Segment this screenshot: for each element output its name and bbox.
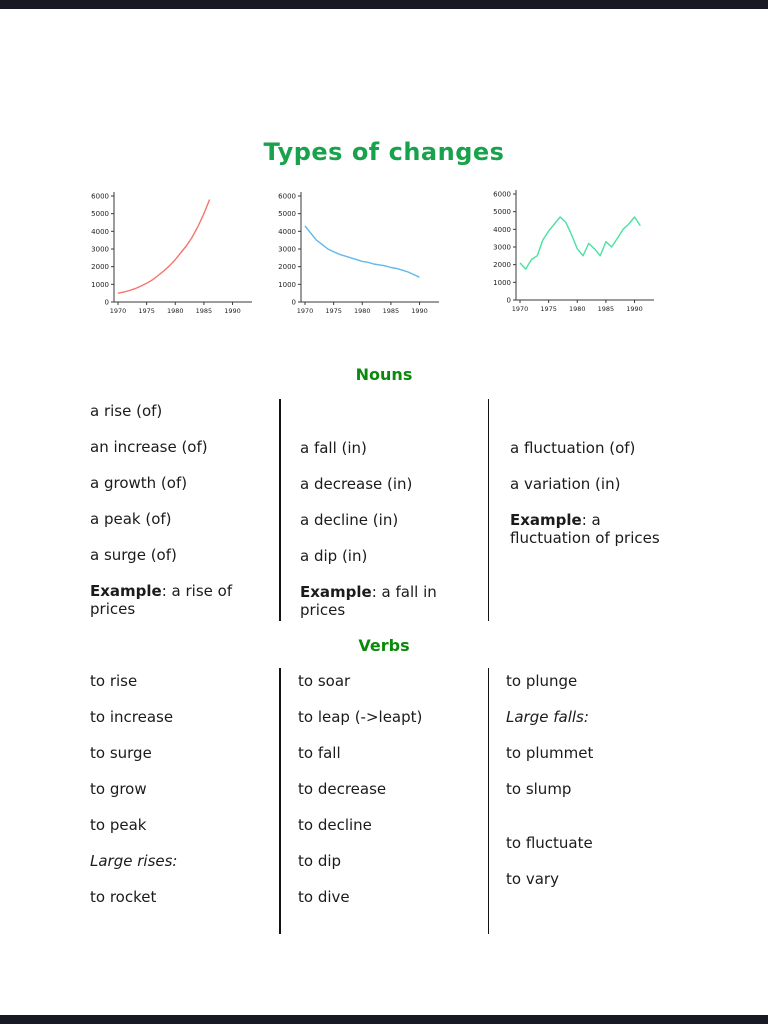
vocab-item: to plunge xyxy=(506,672,578,690)
vocab-item: to peak xyxy=(90,816,147,834)
vocab-item: to dive xyxy=(298,888,350,906)
vocab-subheading: Large falls: xyxy=(506,708,589,726)
vocab-item: a rise (of) xyxy=(90,402,163,420)
fall-line-chart: 0 1000 2000 3000 4000 5000 6000 1970 1975 1980 198… xyxy=(278,192,439,315)
svg-text:6000: 6000 xyxy=(278,193,296,201)
svg-text:0: 0 xyxy=(105,299,109,307)
example-rest: : a rise of prices xyxy=(90,582,233,618)
svg-text:0: 0 xyxy=(292,299,296,307)
svg-text:6000: 6000 xyxy=(91,193,109,201)
vocab-item: to dip xyxy=(298,852,342,870)
svg-text:3000: 3000 xyxy=(278,246,296,254)
verbs-divider-right xyxy=(488,668,489,934)
svg-text:1985: 1985 xyxy=(196,307,213,315)
vocab-item: to fall xyxy=(298,744,341,762)
nouns-divider-left xyxy=(279,399,281,621)
fluctuation-line-chart: 0 1000 2000 3000 4000 5000 6000 1970 1975 1980 198… xyxy=(493,190,654,313)
svg-text:1975: 1975 xyxy=(138,307,155,315)
vocab-item: to leap (->leapt) xyxy=(298,708,423,726)
vocab-item: a fluctuation (of) xyxy=(510,439,636,457)
svg-text:3000: 3000 xyxy=(91,246,109,254)
rise-line-chart: 0 1000 2000 3000 4000 5000 6000 1970 1975 1980 198… xyxy=(91,192,252,315)
vocab-item: a variation (in) xyxy=(510,475,621,493)
vocab-item: a surge (of) xyxy=(90,546,177,564)
vocab-item: to plummet xyxy=(506,744,594,762)
nouns-column-fall: a fall (in) a decrease (in) a decline (i… xyxy=(300,402,454,637)
vocab-item: to slump xyxy=(506,780,572,798)
verbs-divider-left xyxy=(279,668,281,934)
svg-text:4000: 4000 xyxy=(91,228,109,236)
svg-text:1000: 1000 xyxy=(278,281,296,289)
svg-text:1990: 1990 xyxy=(626,305,643,313)
vocab-item: a dip (in) xyxy=(300,547,368,565)
svg-text:1985: 1985 xyxy=(598,305,615,313)
svg-text:5000: 5000 xyxy=(493,208,511,216)
vocab-item: to fluctuate xyxy=(506,834,593,852)
example-label: Example xyxy=(300,583,372,601)
vocab-item: a decline (in) xyxy=(300,511,399,529)
svg-text:2000: 2000 xyxy=(278,263,296,271)
svg-text:1970: 1970 xyxy=(110,307,127,315)
vocab-item: to vary xyxy=(506,870,559,888)
svg-text:5000: 5000 xyxy=(91,210,109,218)
bottom-border-bar xyxy=(0,1015,768,1024)
svg-text:1980: 1980 xyxy=(354,307,371,315)
svg-text:1985: 1985 xyxy=(383,307,400,315)
svg-text:1975: 1975 xyxy=(325,307,342,315)
svg-text:1990: 1990 xyxy=(411,307,428,315)
example-rest: : a fall in prices xyxy=(300,583,437,619)
svg-text:1000: 1000 xyxy=(91,281,109,289)
vocab-item: to increase xyxy=(90,708,174,726)
vocab-subheading: Large rises: xyxy=(90,852,178,870)
vocab-item: to decline xyxy=(298,816,372,834)
svg-text:1970: 1970 xyxy=(297,307,314,315)
top-border-bar xyxy=(0,0,768,9)
verbs-heading: Verbs xyxy=(358,636,410,655)
svg-text:3000: 3000 xyxy=(493,244,511,252)
svg-text:1975: 1975 xyxy=(540,305,557,313)
vocab-item: a peak (of) xyxy=(90,510,172,528)
svg-text:6000: 6000 xyxy=(493,191,511,199)
svg-text:1980: 1980 xyxy=(167,307,184,315)
verbs-column-fall: to soar to leap (->leapt) to fall to dec… xyxy=(298,672,473,924)
example-rest: : a fluctuation of prices xyxy=(510,511,660,547)
vocab-item: to rocket xyxy=(90,888,157,906)
svg-text:2000: 2000 xyxy=(91,263,109,271)
svg-text:5000: 5000 xyxy=(278,210,296,218)
vocab-item: a decrease (in) xyxy=(300,475,413,493)
svg-text:2000: 2000 xyxy=(493,261,511,269)
vocab-item: to rise xyxy=(90,672,138,690)
svg-text:1990: 1990 xyxy=(224,307,241,315)
nouns-column-rise: a rise (of) an increase (of) a growth (o… xyxy=(90,402,254,636)
example-text: Example: a fluctuation of prices xyxy=(510,511,680,547)
svg-text:1980: 1980 xyxy=(569,305,586,313)
example-text: Example: a rise of prices xyxy=(90,582,254,618)
verbs-column-rise: to rise to increase to surge to grow to … xyxy=(90,672,260,924)
example-label: Example xyxy=(90,582,162,600)
svg-text:4000: 4000 xyxy=(493,226,511,234)
verbs-column-fluctuation: to plunge Large falls: to plummet to slu… xyxy=(506,672,676,906)
svg-text:1970: 1970 xyxy=(512,305,529,313)
vocab-item: a fall (in) xyxy=(300,439,367,457)
vocab-item: a growth (of) xyxy=(90,474,188,492)
nouns-column-fluctuation: a fluctuation (of) a variation (in) Exam… xyxy=(510,402,680,565)
vocab-item: to surge xyxy=(90,744,152,762)
example-label: Example xyxy=(510,511,582,529)
vocab-item: to grow xyxy=(90,780,147,798)
vocab-item: to decrease xyxy=(298,780,387,798)
nouns-heading: Nouns xyxy=(355,365,413,384)
svg-text:1000: 1000 xyxy=(493,279,511,287)
svg-text:4000: 4000 xyxy=(278,228,296,236)
page-title: Types of changes xyxy=(263,138,505,166)
example-text: Example: a fall in prices xyxy=(300,583,454,619)
svg-text:0: 0 xyxy=(507,297,511,305)
nouns-divider-right xyxy=(488,399,489,621)
vocab-item: an increase (of) xyxy=(90,438,208,456)
vocab-item: to soar xyxy=(298,672,351,690)
